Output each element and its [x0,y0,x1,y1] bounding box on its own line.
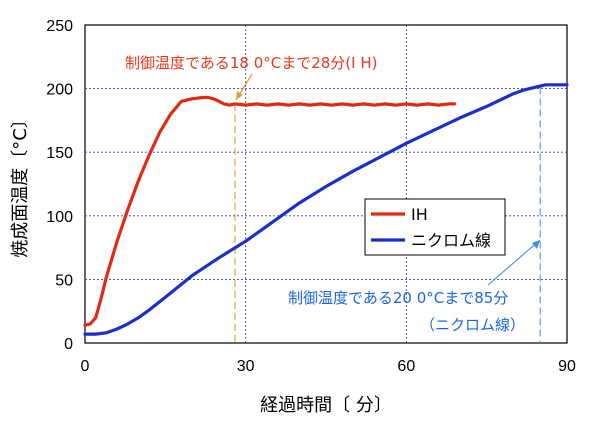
annotation-nichrome-arrow [487,239,541,286]
annotation-ih-arrowhead [236,91,243,100]
series-lines [83,83,569,336]
legend-label-ih: IH [411,205,428,224]
annotation-ih: 制御温度である18 0°Cまで28分(I H) [125,54,378,72]
series-line-ih [83,95,457,327]
legend-box [364,198,506,256]
plot-area [84,24,568,344]
y-tick-label: 100 [46,209,73,226]
annotation-nichrome-line2: （ニクロム線） [420,316,525,334]
y-tick-label: 250 [46,18,73,35]
annotation-nichrome-line1: 制御温度である20 0°Cまで85分 [288,289,508,307]
x-tick-label: 60 [397,358,415,375]
annotation-dashed-lines [234,87,541,343]
series-line-nichrome [83,83,569,336]
legend: IH ニクロム線 [364,198,506,256]
x-tick-label: 30 [237,358,255,375]
x-tick-label: 90 [558,358,576,375]
legend-label-nichrome: ニクロム線 [411,231,491,250]
tick-labels: 0 50 100 150 200 250 0 30 60 90 [46,18,576,375]
y-tick-label: 50 [55,272,73,289]
annotation-nichrome-arrowhead [532,240,540,249]
y-tick-label: 0 [64,336,73,353]
x-axis-title: 経過時間〔 分〕 [260,395,392,416]
y-tick-label: 200 [46,82,73,99]
y-tick-label: 150 [46,145,73,162]
x-tick-label: 0 [81,358,90,375]
y-axis-title: 焼成面温度〔°C〕 [10,110,31,258]
